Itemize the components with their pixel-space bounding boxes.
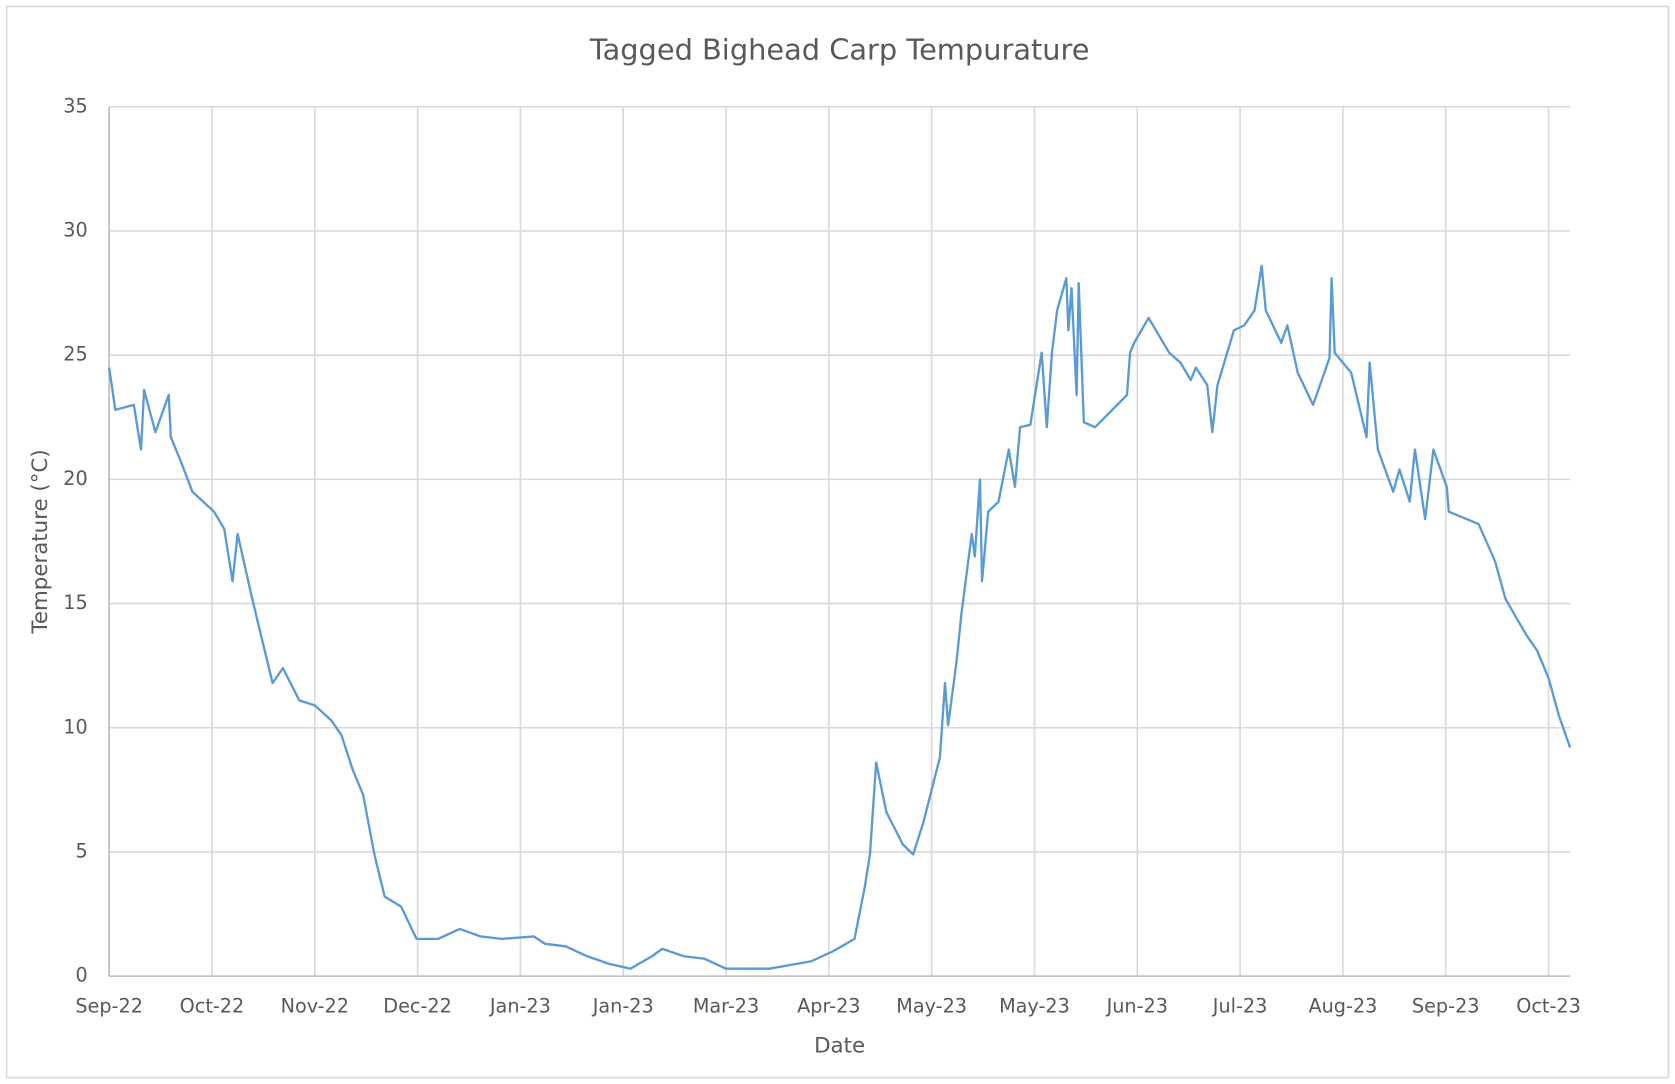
x-tick-label: May-23 bbox=[999, 995, 1070, 1018]
y-tick-label: 10 bbox=[63, 715, 87, 738]
x-tick-label: Sep-23 bbox=[1412, 995, 1480, 1018]
x-tick-label: Oct-23 bbox=[1516, 995, 1581, 1018]
y-tick-label: 20 bbox=[63, 467, 87, 490]
x-tick-label: Dec-22 bbox=[383, 995, 452, 1018]
x-tick-label: Jun-23 bbox=[1106, 995, 1168, 1018]
x-tick-label: May-23 bbox=[896, 995, 967, 1018]
y-tick-label: 25 bbox=[63, 343, 87, 366]
x-tick-label: Aug-23 bbox=[1308, 995, 1377, 1018]
x-axis-label: Date bbox=[814, 1034, 865, 1059]
y-tick-label: 35 bbox=[63, 94, 87, 117]
y-tick-label: 5 bbox=[76, 839, 88, 862]
data-line bbox=[107, 264, 1572, 970]
y-tick-label: 15 bbox=[63, 591, 87, 614]
x-tick-label: Mar-23 bbox=[693, 995, 759, 1018]
y-tick-label: 0 bbox=[76, 964, 88, 987]
x-tick-label: Nov-22 bbox=[281, 995, 349, 1018]
chart-title: Tagged Bighead Carp Tempurature bbox=[589, 32, 1090, 66]
y-axis-label: Temperature (°C) bbox=[28, 449, 53, 634]
x-tick-label: Apr-23 bbox=[797, 995, 860, 1018]
x-tick-label: Jul-23 bbox=[1212, 995, 1268, 1018]
x-tick-label: Jan-23 bbox=[592, 995, 654, 1018]
x-tick-label: Oct-22 bbox=[180, 995, 245, 1018]
y-tick-label: 30 bbox=[63, 218, 87, 241]
x-tick-label: Sep-22 bbox=[75, 995, 143, 1018]
x-tick-label: Jan-23 bbox=[489, 995, 551, 1018]
chart-border bbox=[5, 5, 1670, 1079]
